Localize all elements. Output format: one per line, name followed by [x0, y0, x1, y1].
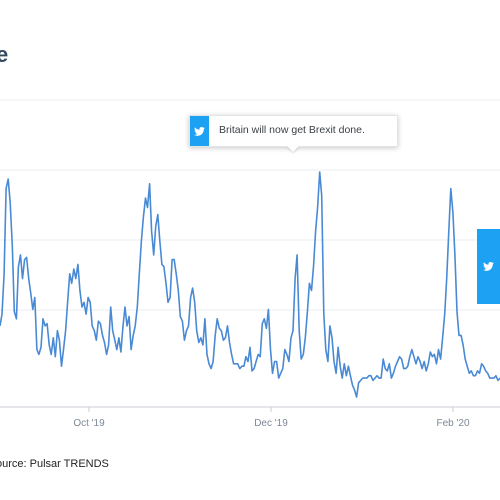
x-tick-label: Dec '19 — [254, 418, 288, 429]
tweet-annotation[interactable]: Britain will now get Brexit done. — [189, 115, 398, 152]
twitter-bird-icon — [483, 262, 494, 271]
tweet-text: Britain will now get Brexit done. — [219, 124, 365, 136]
tweet-marker-right[interactable] — [477, 229, 500, 304]
twitter-bird-icon — [190, 116, 209, 146]
chart-title-fragment: e — [0, 42, 9, 67]
x-tick-label: Oct '19 — [73, 418, 105, 429]
source-caption: ource: Pulsar TRENDS — [0, 458, 109, 470]
tooltip-pointer — [287, 146, 299, 152]
x-axis-ticks: Oct '19 Dec '19 Feb '20 — [73, 407, 470, 429]
chart-grid — [0, 99, 500, 311]
series-line — [0, 171, 500, 398]
x-tick-label: Feb '20 — [436, 418, 469, 429]
